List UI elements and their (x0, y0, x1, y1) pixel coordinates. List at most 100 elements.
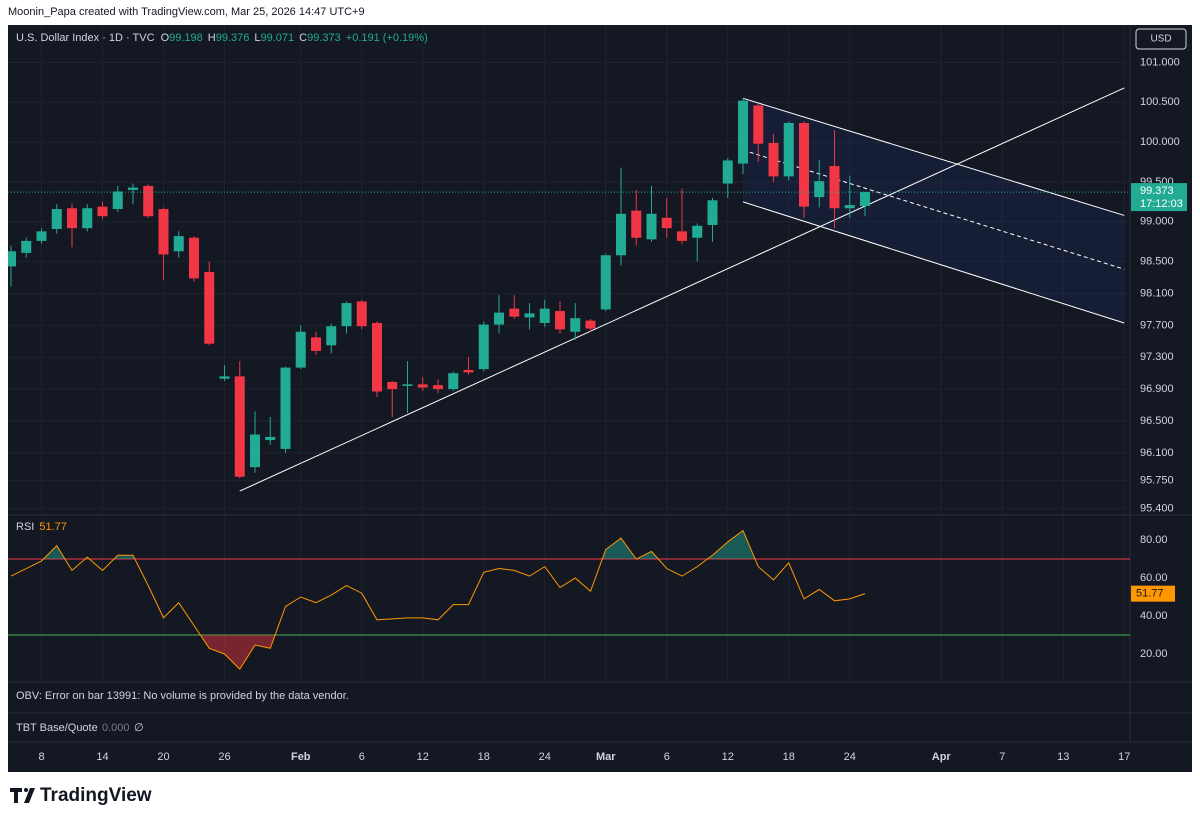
candle-body (570, 318, 581, 332)
candle-body (189, 237, 199, 279)
candle-body (341, 303, 352, 327)
x-tick-label: 18 (478, 751, 490, 763)
symbol-title: U.S. Dollar Index · 1D · TVC (16, 32, 155, 44)
logo-text: TradingView (40, 785, 152, 806)
x-tick-label: 12 (417, 751, 429, 763)
candle-body (616, 213, 626, 256)
last-price-tag (1131, 183, 1187, 212)
ohlc-value: 99.373 (307, 32, 341, 44)
x-tick-label: 20 (157, 751, 169, 763)
candle-body (402, 384, 413, 386)
logo-dot (24, 788, 28, 792)
candle-body (524, 313, 535, 318)
change: +0.191 (+0.19%) (346, 32, 428, 44)
x-tick-label: Feb (291, 751, 311, 763)
y-tick-label: 96.900 (1140, 383, 1174, 395)
x-tick-label: 8 (38, 751, 44, 763)
candle-body (463, 369, 474, 373)
candle-body (509, 308, 520, 317)
y-tick-label: 100.500 (1140, 96, 1180, 108)
candle-body (799, 123, 809, 207)
candle-body (311, 337, 321, 351)
x-tick-label: Mar (596, 751, 616, 763)
tbt-label: TBT Base/Quote (16, 722, 98, 734)
candle-body (250, 434, 260, 468)
candle-body (829, 166, 840, 209)
candle-body (356, 301, 367, 327)
candle-body (295, 331, 306, 368)
y-tick-label: 98.500 (1140, 256, 1174, 268)
last-price: 99.373 (1140, 185, 1174, 197)
x-tick-label: 6 (664, 751, 670, 763)
candle-body (448, 373, 459, 390)
candle-body (234, 376, 245, 477)
candle-body (280, 367, 291, 449)
x-tick-label: 7 (999, 751, 1005, 763)
y-tick-label: 80.00 (1140, 534, 1168, 546)
candle-body (158, 209, 169, 255)
ohlc-letter: O (161, 32, 170, 44)
candle-body (8, 251, 16, 267)
candle-body (753, 105, 764, 144)
y-tick-label: 97.700 (1140, 319, 1174, 331)
x-tick-label: 18 (783, 751, 795, 763)
candle-body (82, 208, 93, 229)
y-tick-label: 98.100 (1140, 287, 1174, 299)
candle-body (478, 324, 489, 370)
logo (10, 788, 35, 803)
rsi-value: 51.77 (39, 521, 67, 533)
candle-body (494, 312, 504, 325)
y-tick-label: 20.00 (1140, 648, 1168, 660)
y-tick-label: 99.000 (1140, 216, 1174, 228)
candle-body (585, 320, 596, 329)
ohlc-value: 99.376 (216, 32, 250, 44)
candle-body (646, 213, 657, 240)
candle-body (51, 209, 62, 229)
candle-body (173, 236, 184, 252)
candle-body (36, 231, 47, 241)
candle-body (326, 326, 337, 346)
candle-body (631, 210, 642, 238)
candle-body (707, 200, 718, 225)
candle-body (433, 385, 443, 390)
candle-body (814, 181, 825, 198)
currency-button[interactable] (1135, 28, 1187, 50)
ohlc-letter: C (299, 32, 307, 44)
candle-body (661, 217, 672, 229)
ohlc-letter: L (254, 32, 260, 44)
candle-body (692, 225, 703, 238)
y-tick-label: 101.000 (1140, 56, 1180, 68)
candle-body (860, 192, 870, 207)
y-tick-label: 95.750 (1140, 475, 1174, 487)
candle-body (722, 160, 733, 184)
candle-body (387, 381, 398, 390)
candle-body (265, 436, 276, 441)
x-tick-label: 12 (722, 751, 734, 763)
candle-body (372, 322, 382, 392)
credit: Moonin_Papa created with TradingView.com… (8, 6, 365, 18)
rsi-header: RSI 51.77 (16, 521, 67, 533)
oversold-fill (11, 634, 865, 670)
x-tick-label: 24 (539, 751, 551, 763)
ohlc-value: 99.198 (169, 32, 203, 44)
currency[interactable]: USD (1150, 34, 1171, 45)
x-tick-label: 24 (844, 751, 856, 763)
tbt-value: 0.000 (102, 722, 130, 734)
candle-body (128, 187, 138, 190)
obv-text: OBV: Error on bar 13991: No volume is pr… (16, 690, 349, 702)
channel-fill (743, 98, 1125, 323)
rsi-pane (8, 518, 1130, 680)
trend-line (239, 87, 1125, 492)
y-tick-label: 60.00 (1140, 572, 1168, 584)
chart-background (8, 25, 1192, 772)
rsi-tag-value: 51.77 (1136, 588, 1164, 600)
price-pane (8, 25, 1130, 515)
y-tick-label: 97.300 (1140, 351, 1174, 363)
candle-body (539, 308, 550, 323)
candle-body (21, 240, 32, 253)
y-tick-label: 40.00 (1140, 610, 1168, 622)
candle-body (738, 100, 748, 164)
candle-body (204, 271, 215, 344)
x-tick-label: 26 (218, 751, 230, 763)
